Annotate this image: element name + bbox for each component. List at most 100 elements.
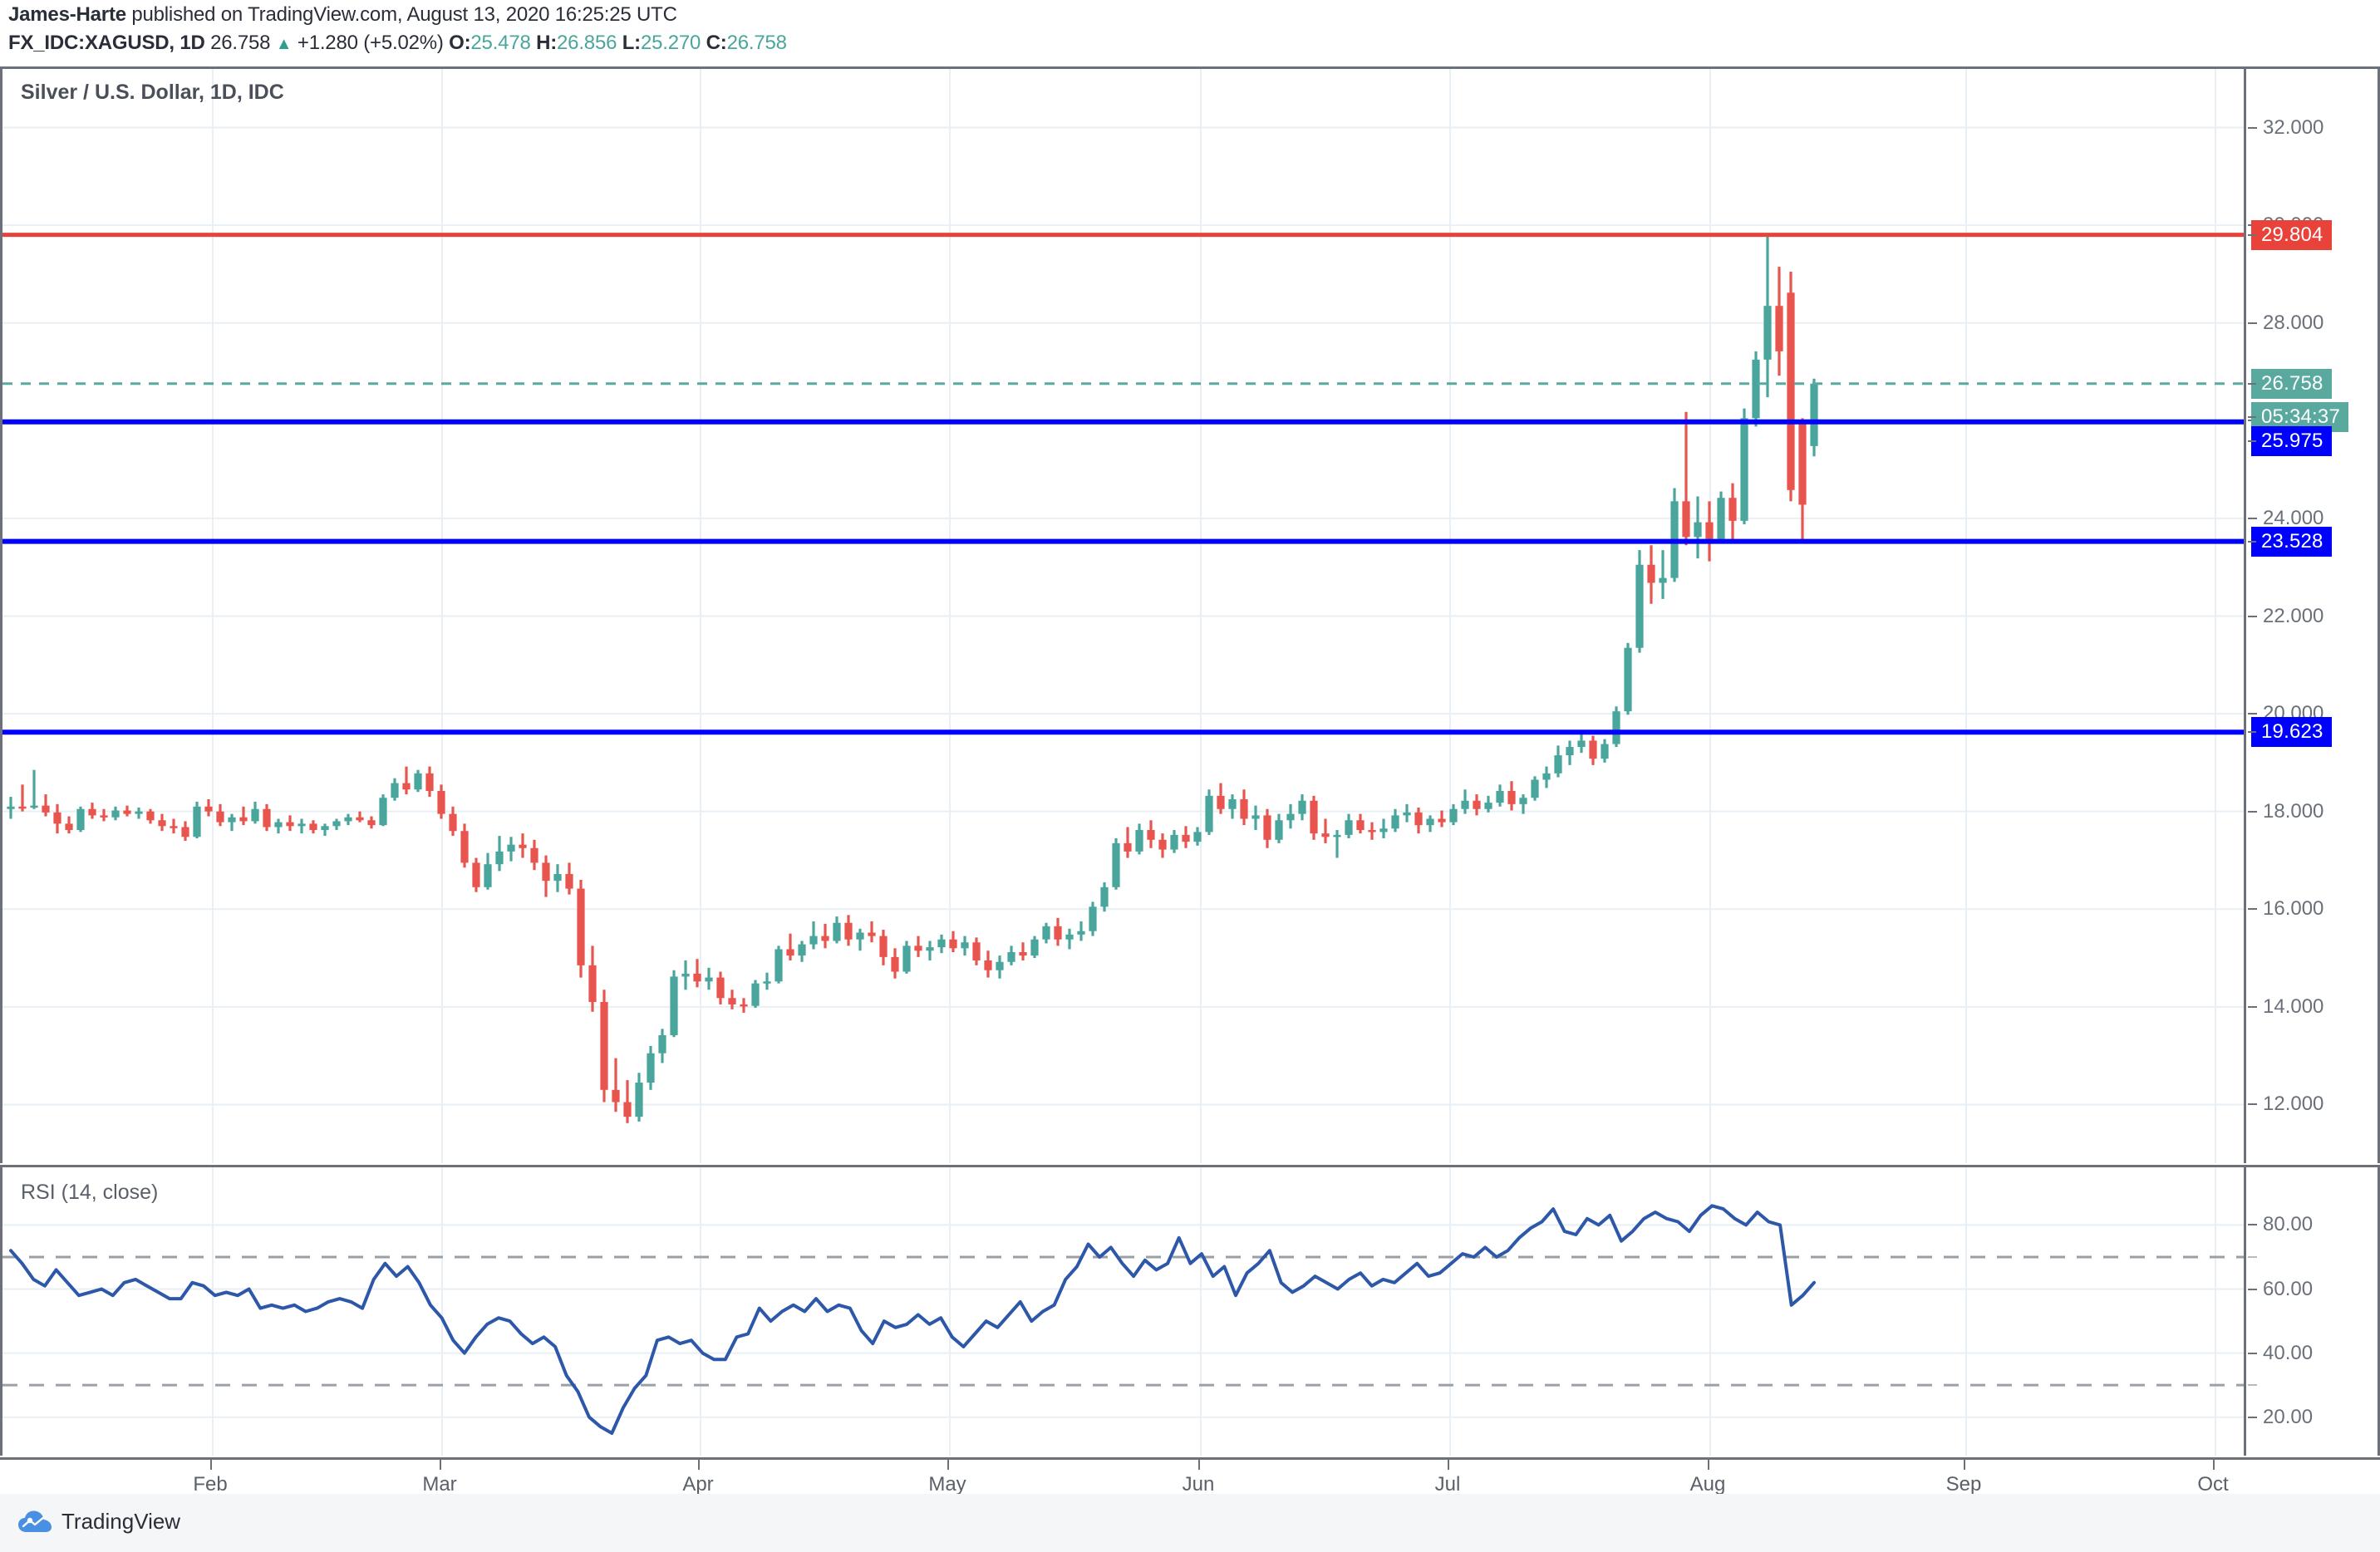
time-axis-label: Aug	[1689, 1473, 1726, 1496]
candle-body	[193, 806, 201, 837]
candlestick	[1124, 827, 1132, 858]
candlestick	[1624, 642, 1632, 715]
candle-body	[635, 1082, 643, 1117]
candle-body	[949, 939, 957, 949]
candlestick	[833, 916, 841, 944]
candle-body	[1228, 798, 1237, 809]
candlestick	[868, 921, 876, 943]
candlestick	[1507, 781, 1516, 811]
candle-body	[298, 823, 306, 827]
price-axis-label: 14.000	[2263, 995, 2324, 1018]
candlestick	[193, 801, 201, 839]
price-axis-label: 16.000	[2263, 897, 2324, 921]
candlestick	[1263, 808, 1271, 848]
candlestick	[158, 813, 166, 832]
candlestick	[1752, 351, 1760, 427]
candlestick	[1496, 784, 1504, 807]
candle-body	[437, 790, 445, 814]
rsi-line	[9, 1204, 1816, 1435]
candlestick	[170, 818, 178, 834]
candle-body	[18, 806, 27, 809]
price-scale[interactable]: 32.00030.00028.00026.00024.00022.00020.0…	[2244, 66, 2380, 1163]
candlestick	[996, 955, 1004, 979]
candle-body	[1728, 498, 1737, 521]
candle-body	[30, 805, 38, 808]
last-price: 26.758	[210, 32, 271, 54]
candlestick	[1007, 945, 1015, 965]
last-price-26-758[interactable]: 26.758	[2251, 368, 2332, 399]
candlestick	[472, 857, 480, 892]
support-25-975[interactable]: 25.975	[2251, 426, 2332, 456]
candle-body	[681, 973, 690, 977]
candlestick	[181, 821, 189, 841]
time-axis-label: Feb	[193, 1473, 228, 1496]
candlestick	[763, 972, 771, 990]
candlestick	[1193, 827, 1202, 846]
candlestick	[856, 928, 864, 951]
open-value: 25.478	[470, 32, 531, 54]
candlestick	[356, 811, 364, 823]
candle-body	[984, 960, 992, 970]
candle-body	[391, 783, 399, 798]
candle-body	[1682, 501, 1690, 538]
time-axis-label: Mar	[422, 1473, 457, 1496]
price-tag-tick	[2248, 382, 2256, 385]
candle-body	[367, 820, 376, 826]
candlestick	[1577, 732, 1586, 754]
resistance-29-804[interactable]: 29.804	[2251, 219, 2332, 250]
close-value: 26.758	[726, 32, 787, 54]
price-tag-tick	[2248, 415, 2256, 418]
candle-body	[111, 810, 120, 818]
candle-body	[786, 949, 794, 956]
price-pane[interactable]: Silver / U.S. Dollar, 1D, IDC	[0, 66, 2244, 1163]
price-axis-tick	[2248, 1103, 2257, 1106]
candlestick	[1030, 936, 1039, 959]
candle-body	[844, 922, 853, 940]
candle-body	[1030, 939, 1039, 956]
candle-body	[1438, 818, 1446, 823]
candle-body	[507, 844, 515, 852]
price-axis-label: 22.000	[2263, 604, 2324, 627]
candle-body	[612, 1089, 620, 1103]
candle-body	[565, 873, 573, 889]
rsi-scale[interactable]: 80.00 60.00 40.00 20.00	[2244, 1165, 2380, 1456]
candle-body	[170, 826, 178, 828]
candlestick	[1065, 928, 1074, 950]
candle-body	[577, 888, 585, 965]
support-19-623[interactable]: 19.623	[2251, 717, 2332, 748]
candle-body	[1251, 815, 1260, 819]
candle-body	[53, 812, 61, 824]
candle-body	[402, 783, 411, 790]
time-axis-tick	[698, 1460, 700, 1470]
support-23-528[interactable]: 23.528	[2251, 526, 2332, 557]
candlestick	[449, 806, 457, 837]
candlestick	[1345, 813, 1353, 839]
time-scale[interactable]: Feb Mar Apr May Jun Jul Aug Sep Oct	[0, 1457, 2380, 1496]
candle-body	[1705, 522, 1714, 539]
candlestick	[1205, 789, 1213, 835]
candle-body	[763, 981, 771, 984]
candlestick	[623, 1080, 632, 1123]
candlestick	[1694, 496, 1702, 559]
candlestick	[1275, 813, 1283, 843]
candle-body	[902, 945, 911, 972]
rsi-band-tick	[2248, 1384, 2257, 1387]
candle-body	[961, 942, 969, 949]
candlestick	[984, 950, 992, 978]
candle-body	[1426, 818, 1434, 826]
candlestick	[1484, 795, 1492, 813]
candle-body	[670, 976, 678, 1035]
candle-body	[1507, 790, 1516, 804]
time-axis-label: Jun	[1182, 1473, 1215, 1496]
candle-body	[1205, 795, 1213, 832]
candlestick	[728, 990, 736, 1009]
candlestick	[1426, 815, 1434, 832]
candlestick	[681, 960, 690, 990]
candlestick	[716, 971, 725, 1004]
candle-body	[658, 1034, 666, 1053]
rsi-pane[interactable]: RSI (14, close)	[0, 1165, 2244, 1456]
candlestick	[30, 769, 38, 809]
symbol-ticker[interactable]: FX_IDC:XAGUSD, 1D	[8, 32, 205, 54]
candle-body	[123, 810, 131, 814]
tradingview-logo[interactable]: TradingView	[18, 1509, 180, 1535]
